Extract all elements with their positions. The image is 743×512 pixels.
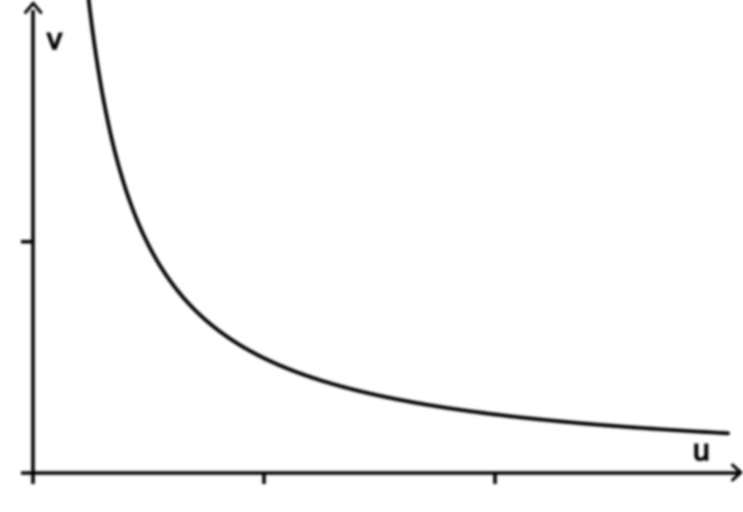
svg-text:v: v xyxy=(47,23,62,56)
svg-text:u: u xyxy=(693,434,710,467)
